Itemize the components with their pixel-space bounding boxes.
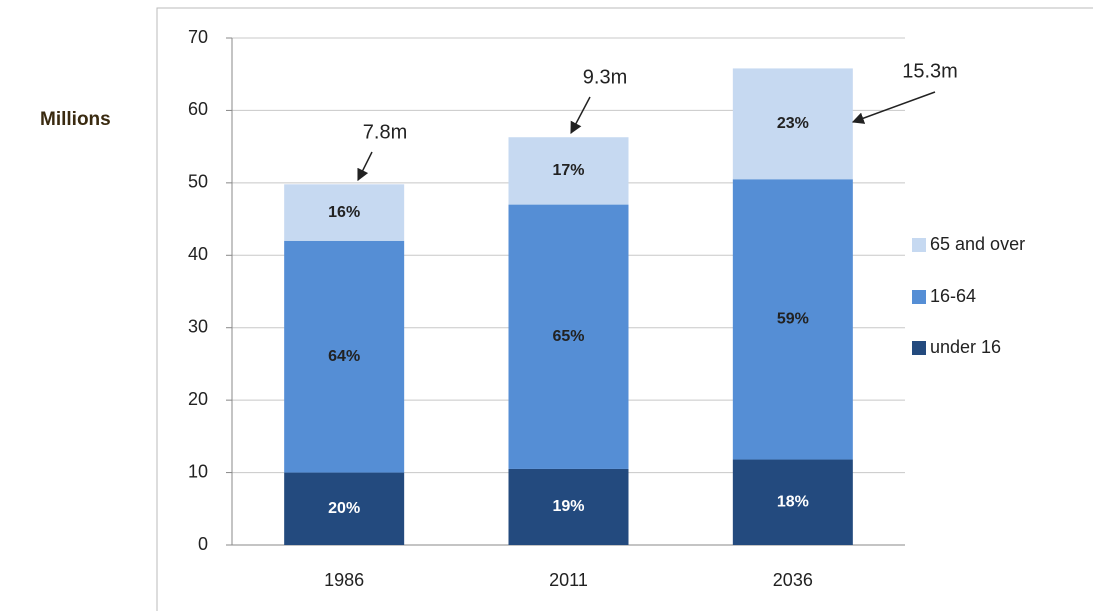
bar-segment bbox=[732, 179, 853, 460]
annotation: 9.3m bbox=[583, 66, 627, 88]
y-tick-label: 40 bbox=[188, 244, 208, 264]
bar-segment bbox=[508, 468, 629, 545]
share-label: 16% bbox=[328, 204, 360, 221]
y-tick-label: 70 bbox=[188, 27, 208, 47]
plot: 0 10 20 30 40 50 60 70 1986 20% 64% 16% 2011 19% 65% 17… bbox=[188, 27, 1025, 590]
bar-segment bbox=[732, 459, 853, 545]
legend-label: 65 and over bbox=[930, 234, 1025, 254]
arrow bbox=[357, 151, 373, 182]
arrow bbox=[851, 91, 936, 124]
y-tick-label: 60 bbox=[188, 99, 208, 119]
share-label: 65% bbox=[552, 328, 584, 345]
legend-label: 16-64 bbox=[930, 286, 976, 306]
share-label: 23% bbox=[777, 115, 809, 132]
share-label: 64% bbox=[328, 348, 360, 365]
y-tick-label: 50 bbox=[188, 172, 208, 192]
share-label: 20% bbox=[328, 500, 360, 517]
legend-swatch bbox=[912, 238, 926, 252]
bar-segment bbox=[284, 240, 405, 473]
legend-label: under 16 bbox=[930, 337, 1001, 357]
y-axis-label: Millions bbox=[40, 109, 111, 130]
x-tick-label: 1986 bbox=[324, 570, 364, 590]
y-tick-label: 30 bbox=[188, 316, 208, 336]
share-label: 19% bbox=[552, 498, 584, 515]
legend-swatch bbox=[912, 290, 926, 304]
y-tick-label: 0 bbox=[198, 534, 208, 554]
annotation: 7.8m bbox=[363, 121, 407, 143]
bar-segment bbox=[284, 184, 405, 241]
legend-swatch bbox=[912, 341, 926, 355]
share-label: 17% bbox=[552, 162, 584, 179]
arrow bbox=[570, 96, 591, 135]
bar-segment bbox=[732, 68, 853, 180]
bar-segment bbox=[508, 137, 629, 205]
annotation: 15.3m bbox=[902, 60, 958, 82]
chart-frame bbox=[156, 7, 1093, 611]
bar-segment bbox=[284, 472, 405, 545]
y-tick-label: 10 bbox=[188, 461, 208, 481]
bar-segment bbox=[508, 204, 629, 469]
share-label: 59% bbox=[777, 311, 809, 328]
share-label: 18% bbox=[777, 493, 809, 510]
y-tick-label: 20 bbox=[188, 389, 208, 409]
x-tick-label: 2011 bbox=[549, 570, 588, 590]
x-tick-label: 2036 bbox=[773, 570, 813, 590]
